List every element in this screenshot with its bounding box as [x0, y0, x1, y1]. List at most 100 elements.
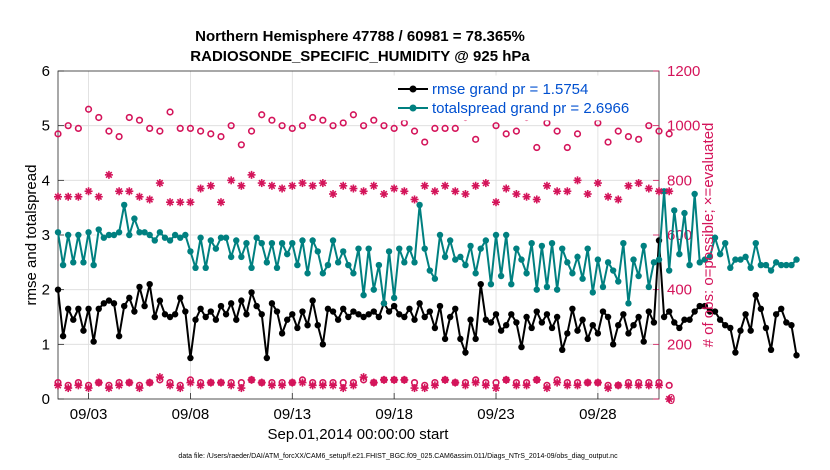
data-point: [115, 381, 124, 390]
data-point: [288, 124, 296, 132]
series-0: [54, 237, 800, 362]
data-point: [85, 229, 92, 236]
data-point: [247, 127, 256, 135]
data-point: [349, 381, 358, 390]
data-point: [339, 119, 347, 127]
data-point: [308, 181, 317, 190]
data-point: [477, 281, 484, 288]
chart-subtitle: RADIOSONDE_SPECIFIC_HUMIDITY @ 925 hPa: [190, 48, 530, 65]
data-point: [136, 283, 143, 291]
data-point: [370, 116, 378, 124]
data-point: [400, 119, 408, 127]
data-point: [686, 316, 693, 323]
data-point: [441, 124, 449, 132]
data-point: [84, 105, 93, 113]
data-point: [569, 270, 576, 277]
data-point: [584, 335, 591, 343]
asterisk-stroke: [645, 185, 653, 192]
asterisk-stroke: [451, 187, 459, 195]
data-point: [778, 261, 785, 269]
data-point: [665, 187, 674, 196]
data-point: [665, 381, 673, 389]
data-point: [59, 261, 67, 269]
asterisk-stroke: [105, 384, 113, 392]
data-point: [166, 237, 174, 244]
data-point: [431, 324, 439, 332]
data-point: [329, 122, 337, 130]
data-point: [54, 286, 62, 293]
data-point: [309, 297, 316, 304]
data-point: [701, 256, 709, 263]
data-point: [512, 381, 521, 390]
data-point: [121, 302, 128, 310]
data-point: [533, 286, 540, 293]
data-point: [125, 187, 134, 196]
asterisk-stroke: [380, 376, 388, 384]
asterisk-stroke: [563, 381, 571, 389]
data-point: [385, 308, 393, 315]
data-point: [671, 207, 678, 214]
plot-area: [54, 105, 800, 403]
data-point: [451, 378, 460, 387]
data-point: [660, 313, 668, 321]
asterisk-stroke: [625, 182, 632, 190]
data-point: [349, 184, 358, 193]
data-point: [614, 195, 623, 204]
data-point: [161, 234, 169, 241]
data-point: [711, 234, 719, 241]
data-point: [645, 308, 653, 315]
asterisk-stroke: [370, 379, 378, 386]
asterisk-stroke: [614, 381, 622, 389]
data-point: [594, 330, 602, 337]
data-point: [237, 384, 246, 393]
asterisk-stroke: [472, 379, 480, 386]
data-point: [365, 245, 372, 252]
data-point: [492, 122, 500, 130]
chart-title: Northern Hemisphere 47788 / 60981 = 78.3…: [195, 28, 525, 45]
data-point: [90, 261, 97, 269]
asterisk-stroke: [95, 379, 103, 386]
data-point: [793, 352, 800, 359]
data-point: [156, 297, 164, 304]
data-point: [64, 231, 72, 239]
data-point: [706, 308, 714, 315]
data-point: [299, 237, 306, 244]
data-point: [390, 302, 398, 310]
data-point: [441, 335, 449, 343]
data-point: [614, 127, 622, 135]
data-point: [553, 187, 562, 196]
data-point: [54, 130, 62, 138]
data-point: [487, 281, 495, 288]
data-point: [421, 245, 428, 252]
y-right-tick-label: 400: [667, 282, 692, 299]
data-point: [70, 316, 77, 323]
data-point: [100, 300, 108, 307]
data-point: [187, 248, 194, 255]
data-point: [508, 311, 515, 318]
data-point: [192, 264, 199, 271]
data-point: [589, 289, 596, 296]
asterisk-stroke: [125, 187, 133, 195]
data-point: [471, 378, 480, 387]
asterisk-stroke: [217, 379, 225, 386]
data-point: [737, 256, 744, 263]
footnote: data file: /Users/raeder/DAI/ATM_forcXX/…: [178, 453, 618, 460]
data-point: [75, 305, 82, 312]
asterisk-stroke: [441, 376, 449, 384]
data-point: [197, 127, 205, 135]
data-point: [716, 316, 724, 323]
data-point: [492, 231, 500, 239]
data-point: [706, 253, 714, 261]
data-point: [288, 181, 297, 190]
data-point: [446, 237, 454, 244]
asterisk-stroke: [431, 187, 439, 195]
data-point: [532, 195, 541, 204]
data-point: [329, 308, 337, 315]
asterisk-stroke: [176, 198, 184, 206]
data-point: [360, 313, 367, 321]
data-point: [146, 231, 153, 239]
data-point: [533, 143, 541, 152]
data-point: [197, 234, 204, 241]
asterisk-stroke: [125, 379, 133, 386]
